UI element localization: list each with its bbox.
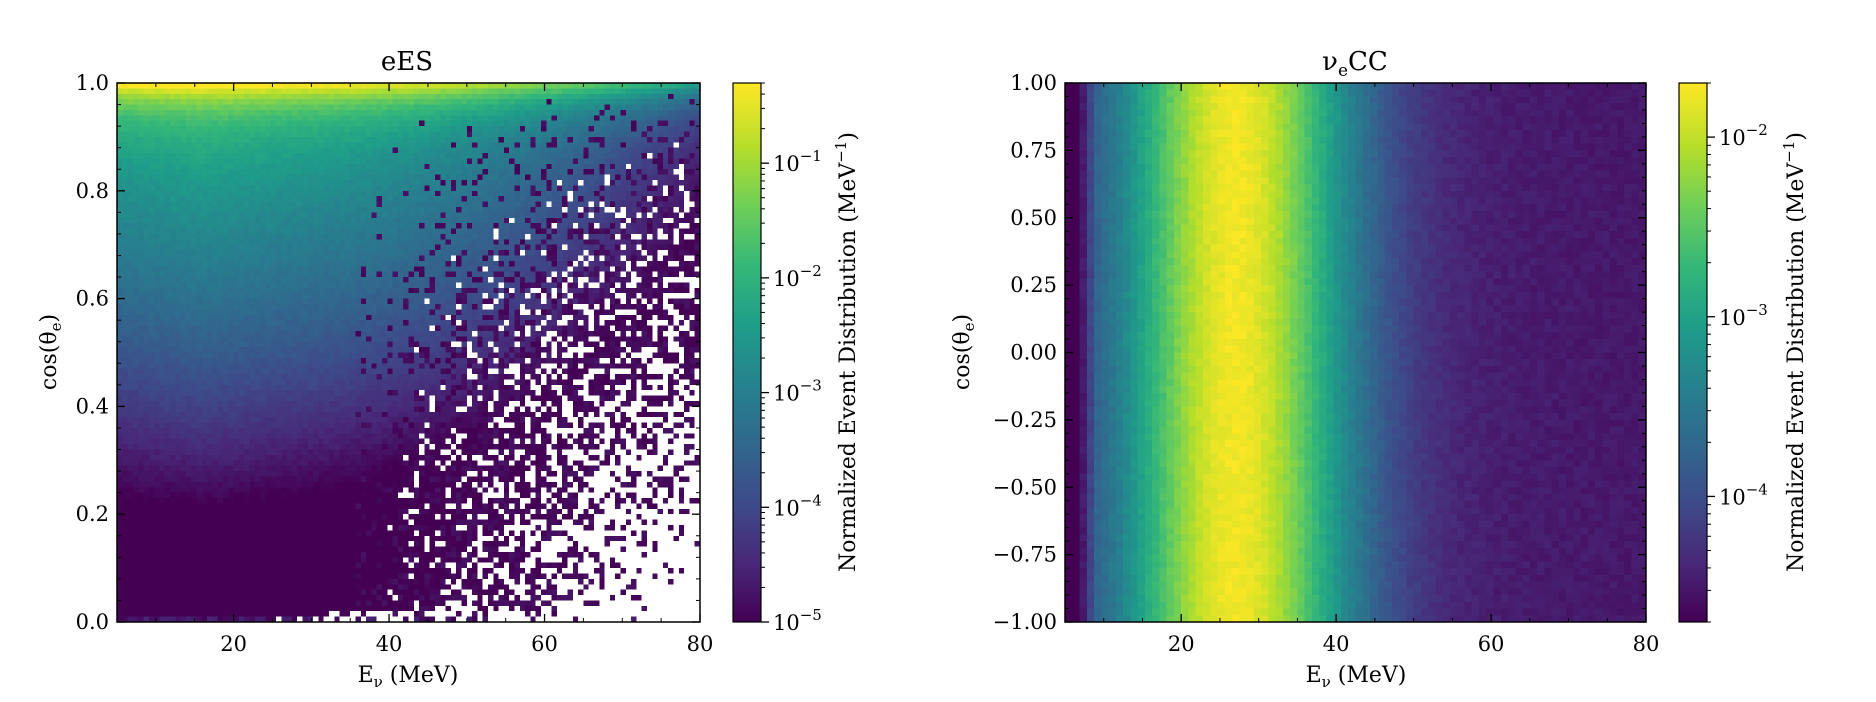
nuecc-colorbar-ticks: 10−4 10−3 10−2: [1707, 82, 1768, 623]
ees-colorbar-tick-label: 10−3: [773, 377, 822, 406]
ees-colorbar-gradient: [732, 82, 762, 623]
ees-y-tick-label: 0.4: [76, 394, 109, 418]
nuecc-colorbar-gradient: [1678, 82, 1708, 623]
nuecc-y-tick-label: 1.00: [1010, 71, 1057, 95]
ees-x-axis-label: Eν (MeV): [358, 663, 459, 691]
nuecc-y-ticks: −1.00 −0.75 −0.50 −0.25 0.00 0.25 0.50 0.75 1.00: [993, 71, 1646, 634]
ees-x-tick-label: 20: [220, 632, 247, 656]
ees-y-tick-label: 0.0: [76, 610, 109, 634]
ees-colorbar-tick-label: 10−5: [773, 606, 822, 635]
nuecc-colorbar: 10−4 10−3 10−2 Normalized Event Distributi…: [1678, 82, 1809, 623]
ees-title: eES: [381, 47, 433, 77]
ees-y-axis-label: cos(θe): [37, 314, 65, 390]
nuecc-title: νeCC: [1322, 47, 1388, 81]
ees-x-ticks: 20 40 60 80: [116, 83, 714, 656]
ees-colorbar-tick-label: 10−2: [773, 262, 822, 291]
nuecc-colorbar-label: Normalized Event Distribution (MeV−1): [1780, 132, 1809, 572]
nuecc-y-tick-label: −1.00: [993, 610, 1057, 634]
ees-plot-frame: [116, 82, 701, 623]
nuecc-y-tick-label: −0.75: [993, 543, 1057, 567]
nuecc-heatmap: [1065, 83, 1646, 622]
nuecc-x-ticks: 20 40 60 80: [1064, 83, 1660, 656]
nuecc-y-axis-label: cos(θe): [950, 314, 978, 390]
nuecc-y-tick-label: 0.75: [1010, 138, 1057, 162]
ees-y-tick-label: 0.6: [76, 287, 109, 311]
nuecc-y-tick-label: −0.25: [993, 408, 1057, 432]
ees-colorbar-ticks: 10−5 10−4 10−3 10−2 10−1: [761, 82, 822, 635]
ees-heatmap: [117, 83, 700, 622]
ees-y-ticks: 0.0 0.2 0.4 0.6 0.8 1.0: [76, 71, 700, 634]
ees-x-tick-label: 80: [687, 632, 714, 656]
ees-y-tick-label: 0.8: [76, 179, 109, 203]
panel-ees: eES 20 40 60 80 0.0 0.2 0.4 0.6 0.8 1.0 Eν (MeV)…: [37, 47, 861, 691]
ees-colorbar: 10−5 10−4 10−3 10−2 10−1 Normalized Event Di…: [732, 82, 861, 635]
nuecc-x-axis-label: Eν (MeV): [1306, 663, 1407, 691]
ees-colorbar-label: Normalized Event Distribution (MeV−1): [832, 132, 861, 572]
nuecc-x-tick-label: 20: [1168, 632, 1195, 656]
panel-nuecc: νeCC 20 40 60 80 −1.00 −0.75 −0.50 −0.25 0.00 0.…: [950, 47, 1809, 691]
nuecc-y-tick-label: −0.50: [993, 475, 1057, 499]
ees-x-tick-label: 60: [531, 632, 558, 656]
nuecc-x-tick-label: 60: [1478, 632, 1505, 656]
ees-y-tick-label: 1.0: [76, 71, 109, 95]
ees-colorbar-tick-label: 10−1: [773, 147, 822, 176]
nuecc-colorbar-tick-label: 10−2: [1719, 121, 1768, 150]
ees-y-tick-label: 0.2: [76, 502, 109, 526]
nuecc-y-tick-label: 0.00: [1010, 341, 1057, 365]
nuecc-x-tick-label: 80: [1633, 632, 1660, 656]
nuecc-x-tick-label: 40: [1323, 632, 1350, 656]
nuecc-y-tick-label: 0.25: [1010, 273, 1057, 297]
nuecc-colorbar-tick-label: 10−4: [1719, 480, 1768, 509]
nuecc-colorbar-tick-label: 10−3: [1719, 301, 1768, 330]
nuecc-y-tick-label: 0.50: [1010, 206, 1057, 230]
ees-x-tick-label: 40: [376, 632, 403, 656]
ees-colorbar-tick-label: 10−4: [773, 491, 822, 520]
